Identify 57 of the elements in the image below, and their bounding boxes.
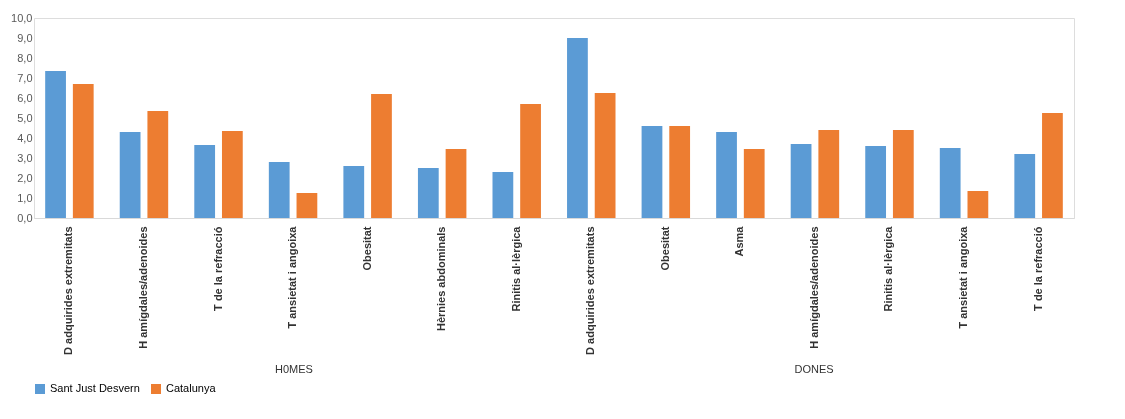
bar bbox=[939, 148, 961, 218]
bar bbox=[1014, 154, 1036, 218]
bar bbox=[1042, 113, 1063, 218]
bar bbox=[72, 84, 94, 218]
y-tick-label: 1,0 bbox=[17, 191, 33, 204]
x-tick-label: Rinitis al·lèrgica bbox=[509, 225, 522, 312]
x-tick-label: H amígdales/adenoides bbox=[807, 226, 820, 349]
bar bbox=[268, 162, 290, 218]
bar bbox=[967, 191, 989, 218]
x-tick-label: Rinitis al·lèrgica bbox=[882, 225, 895, 312]
bar bbox=[417, 168, 439, 218]
bar bbox=[892, 130, 914, 218]
y-tick-label: 10,0 bbox=[11, 11, 33, 24]
bar bbox=[743, 149, 765, 218]
bar bbox=[147, 111, 169, 218]
x-tick-label: D adquirides extremitats bbox=[584, 226, 597, 355]
y-tick-label: 4,0 bbox=[17, 131, 33, 144]
legend-label: Sant Just Desvern bbox=[50, 382, 140, 394]
bar bbox=[371, 94, 392, 218]
bar bbox=[221, 131, 243, 218]
x-tick-label: T de la refracció bbox=[1031, 226, 1044, 311]
bar bbox=[45, 71, 66, 218]
x-tick-label: Hèrnies abdominals bbox=[435, 226, 448, 332]
y-tick-label: 8,0 bbox=[17, 51, 33, 64]
bar bbox=[594, 93, 616, 218]
bar bbox=[641, 126, 663, 218]
bar bbox=[296, 193, 318, 218]
bar bbox=[445, 149, 467, 218]
y-tick-label: 9,0 bbox=[17, 31, 33, 44]
x-tick-label: T de la refracció bbox=[211, 226, 224, 311]
bar bbox=[567, 38, 588, 218]
y-tick-label: 2,0 bbox=[17, 171, 33, 184]
bar bbox=[790, 144, 812, 218]
bar bbox=[520, 104, 541, 218]
x-tick-label: H amígdales/adenoides bbox=[136, 226, 149, 349]
y-tick-label: 7,0 bbox=[17, 71, 33, 84]
bar bbox=[669, 126, 691, 218]
text: DONES bbox=[794, 363, 834, 375]
bar bbox=[194, 145, 216, 218]
x-tick-label: Obesitat bbox=[658, 226, 671, 271]
bar bbox=[716, 132, 737, 218]
x-tick-label: Obesitat bbox=[360, 226, 373, 271]
x-tick-label: Asma bbox=[733, 225, 746, 257]
y-tick-label: 3,0 bbox=[17, 151, 33, 164]
bar bbox=[119, 132, 141, 218]
bar bbox=[492, 172, 514, 218]
legend-label: Catalunya bbox=[166, 382, 217, 394]
bar bbox=[818, 130, 840, 218]
y-tick-label: 6,0 bbox=[17, 91, 33, 104]
x-tick-label: D adquirides extremitats bbox=[62, 226, 75, 355]
y-tick-label: 0,0 bbox=[17, 211, 33, 224]
bar bbox=[343, 166, 365, 218]
x-tick-label: T ansietat i angoixa bbox=[286, 225, 299, 329]
y-tick-label: 5,0 bbox=[17, 111, 33, 124]
text: H0MES bbox=[275, 363, 313, 375]
x-tick-label: T ansietat i angoixa bbox=[957, 225, 970, 329]
bar bbox=[865, 146, 887, 218]
